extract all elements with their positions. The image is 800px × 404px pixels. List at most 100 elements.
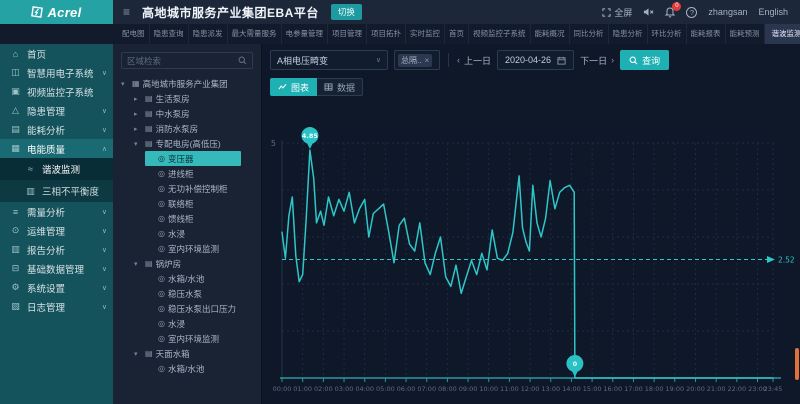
tree-node-2[interactable]: ▸ ▤ 中水泵房 xyxy=(132,106,261,121)
tree-node-7[interactable]: ◎ 无功补偿控制柜 xyxy=(145,181,261,196)
tree-node-12[interactable]: ▾ ▤ 锅炉房 xyxy=(132,256,261,271)
notification-badge: 0 xyxy=(672,1,682,11)
sidebar-item-4[interactable]: ▤ 能耗分析 ∨ xyxy=(0,120,113,139)
svg-text:05:00: 05:00 xyxy=(376,385,395,393)
tab-6[interactable]: 项目拓扑 xyxy=(367,24,406,44)
svg-text:11:00: 11:00 xyxy=(500,385,519,393)
tab-8[interactable]: 首页 xyxy=(445,24,469,44)
date-picker[interactable]: 2020-04-26 xyxy=(497,50,575,70)
help-button[interactable]: ? xyxy=(686,6,698,18)
tab-9[interactable]: 视频监控子系统 xyxy=(469,24,531,44)
sidebar-item-5[interactable]: ▦ 电能质量 ∧ xyxy=(0,139,113,158)
sidebar-item-6[interactable]: ≡ 需量分析 ∨ xyxy=(0,202,113,221)
tab-15[interactable]: 能耗预测 xyxy=(726,24,765,44)
tree-node-9[interactable]: ◎ 馈线柜 xyxy=(145,211,261,226)
tree-node-10[interactable]: ◎ 水浸 xyxy=(145,226,261,241)
svg-text:2.52: 2.52 xyxy=(778,256,795,265)
tree-node-3[interactable]: ▸ ▤ 消防水泵房 xyxy=(132,121,261,136)
tree-node-6[interactable]: ◎ 进线柜 xyxy=(145,166,261,181)
page-scrollbar-thumb[interactable] xyxy=(795,348,799,380)
tab-active[interactable]: 谐波监测× xyxy=(764,24,800,44)
tree-caret-icon[interactable]: ▸ xyxy=(134,95,138,103)
tab-7[interactable]: 实时监控 xyxy=(406,24,445,44)
tree-search-input[interactable] xyxy=(127,55,234,66)
tree-caret-icon[interactable]: ▸ xyxy=(134,125,138,133)
sidebar-subitem-1[interactable]: ▥ 三相不平衡度 xyxy=(0,180,113,202)
tree-caret-icon[interactable]: ▾ xyxy=(121,80,125,88)
meter-icon: ◎ xyxy=(158,364,165,373)
sidebar-item-label: 隐患管理 xyxy=(27,106,66,118)
tab-2[interactable]: 隐患派发 xyxy=(189,24,228,44)
tab-12[interactable]: 隐患分析 xyxy=(609,24,648,44)
sidebar-item-11[interactable]: ▧ 日志管理 ∨ xyxy=(0,297,113,316)
tree-node-16[interactable]: ◎ 水浸 xyxy=(145,316,261,331)
username[interactable]: zhangsan xyxy=(708,7,748,17)
tree-caret-icon[interactable]: ▾ xyxy=(134,350,138,358)
chevron-down-icon: ∨ xyxy=(101,208,107,216)
indicator-select[interactable]: A相电压畸变 ∨ xyxy=(270,50,388,70)
sidebar-item-10[interactable]: ⚙ 系统设置 ∨ xyxy=(0,278,113,297)
building-icon: ▤ xyxy=(145,109,153,118)
sidebar-item-1[interactable]: ◫ 智慧用电子系统 ∨ xyxy=(0,63,113,82)
tree-node-11[interactable]: ◎ 室内环境监测 xyxy=(145,241,261,256)
tab-5[interactable]: 项目管理 xyxy=(328,24,367,44)
tag-close-icon[interactable]: × xyxy=(424,55,430,65)
tab-11[interactable]: 同比分析 xyxy=(570,24,609,44)
sidebar-item-0[interactable]: ⌂ 首页 xyxy=(0,44,113,63)
sidebar-item-9[interactable]: ⊟ 基础数据管理 ∨ xyxy=(0,259,113,278)
mute-button[interactable] xyxy=(643,7,654,17)
tree-node-1[interactable]: ▸ ▤ 生活泵房 xyxy=(132,91,261,106)
chart-view-button[interactable]: 图表 xyxy=(270,78,318,96)
sidebar-item-7[interactable]: ⊙ 运维管理 ∨ xyxy=(0,221,113,240)
prev-day-button[interactable]: ‹ 上一日 xyxy=(457,54,491,67)
meter-icon: ◎ xyxy=(158,334,165,343)
tree-node-8[interactable]: ◎ 联络柜 xyxy=(145,196,261,211)
tree-node-19[interactable]: ◎ 水箱/水池 xyxy=(145,361,261,376)
tree-node-14[interactable]: ◎ 稳压水泵 xyxy=(145,286,261,301)
circuit-multiselect[interactable]: 总隔.. × xyxy=(394,50,440,70)
notifications-button[interactable]: 0 xyxy=(665,1,682,18)
building-icon: ▤ xyxy=(145,94,153,103)
svg-text:16:00: 16:00 xyxy=(603,385,622,393)
sidebar-item-label: 首页 xyxy=(27,49,47,61)
data-view-button[interactable]: 数据 xyxy=(317,78,364,96)
tab-0[interactable]: 配电图 xyxy=(118,24,150,44)
fullscreen-button[interactable]: 全屏 xyxy=(602,6,632,19)
tab-13[interactable]: 环比分析 xyxy=(648,24,687,44)
page-title: 高地城市服务产业集团EBA平台 xyxy=(142,5,319,20)
tree-node-15[interactable]: ◎ 稳压水泵出口压力 xyxy=(145,301,261,316)
tree-caret-icon[interactable]: ▾ xyxy=(134,140,138,148)
svg-text:19:00: 19:00 xyxy=(665,385,684,393)
tab-10[interactable]: 能耗概况 xyxy=(531,24,570,44)
svg-text:01:00: 01:00 xyxy=(293,385,312,393)
sidebar-subitem-0[interactable]: ≈ 谐波监测 xyxy=(0,158,113,180)
language-switch[interactable]: English xyxy=(758,7,788,17)
tab-4[interactable]: 电参量管理 xyxy=(282,24,328,44)
tab-1[interactable]: 隐患查询 xyxy=(150,24,189,44)
chart-view-label: 图表 xyxy=(291,82,310,93)
sidebar-item-2[interactable]: ▣ 视频监控子系统 xyxy=(0,82,113,101)
fullscreen-label: 全屏 xyxy=(614,7,633,18)
tree-node-4[interactable]: ▾ ▤ 专配电房(高低压) xyxy=(132,136,261,151)
tree-node-0[interactable]: ▾ ▦ 高地城市服务产业集团 xyxy=(119,76,261,91)
tab-14[interactable]: 能耗报表 xyxy=(687,24,726,44)
switch-button[interactable]: 切换 xyxy=(330,4,362,20)
threshold-line: 2.52 xyxy=(282,256,795,265)
tree-node-13[interactable]: ◎ 水箱/水池 xyxy=(145,271,261,286)
tree-node-18[interactable]: ▾ ▤ 天面水箱 xyxy=(132,346,261,361)
collapse-menu-icon[interactable]: ≡ xyxy=(123,5,131,19)
tree-node-5[interactable]: ◎ 变压器 xyxy=(145,151,241,166)
tree-caret-icon[interactable]: ▾ xyxy=(134,260,138,268)
tab-3[interactable]: 最大需量服务 xyxy=(228,24,282,44)
top-header: Acrel ≡ 高地城市服务产业集团EBA平台 切换 全屏 xyxy=(0,0,800,24)
sidebar-item-8[interactable]: ▥ 报告分析 ∨ xyxy=(0,240,113,259)
tree-node-label: 变压器 xyxy=(167,153,194,164)
query-button[interactable]: 查询 xyxy=(620,50,670,70)
tree-node-17[interactable]: ◎ 室内环境监测 xyxy=(145,331,261,346)
sidebar-item-3[interactable]: △ 隐患管理 ∨ xyxy=(0,101,113,120)
circuit-tag: 总隔.. × xyxy=(398,53,433,67)
tree-caret-icon[interactable]: ▸ xyxy=(134,110,138,118)
next-day-button[interactable]: 下一日 › xyxy=(580,54,614,67)
region-tree-panel: ▾▦高地城市服务产业集团▸▤生活泵房▸▤中水泵房▸▤消防水泵房▾▤专配电房(高低… xyxy=(113,44,262,404)
